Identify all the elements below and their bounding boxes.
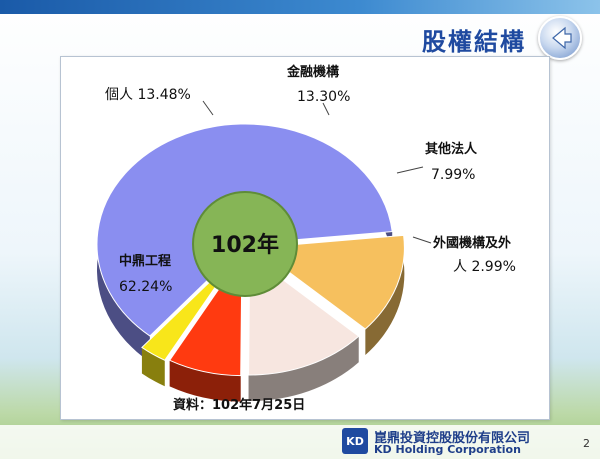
pie-slice-depth-0 — [96, 123, 393, 362]
leader-foreign — [412, 236, 432, 244]
footer: KD 崑鼎投資控股股份有限公司 KD Holding Corporation 2 — [0, 425, 600, 459]
leader-individual — [202, 100, 214, 116]
center-disc — [192, 191, 298, 297]
label-financial-name: 金融機構 — [286, 64, 339, 80]
label-individual: 個人 13.48% — [105, 87, 191, 103]
page-title: 股權結構 — [422, 28, 526, 56]
leader-financial — [322, 102, 330, 116]
label-foreign-line1: 外國機構及外 — [432, 235, 511, 251]
label-zhongding-pct: 62.24% — [119, 279, 172, 295]
top-band — [0, 0, 600, 14]
center-label: 102年 — [211, 232, 279, 258]
company-name-zh: 崑鼎投資控股股份有限公司 — [374, 431, 531, 446]
label-zhongding-name: 中鼎工程 — [119, 253, 171, 269]
arrow-left-icon — [552, 26, 572, 50]
label-foreign-line2: 人 2.99% — [453, 259, 516, 275]
page-number: 2 — [583, 437, 590, 450]
label-financial-pct: 13.30% — [297, 89, 350, 105]
pie-slice-depth-1 — [365, 235, 405, 355]
back-button[interactable] — [538, 16, 582, 60]
company-name-en: KD Holding Corporation — [374, 443, 521, 456]
company-logo: KD — [342, 428, 368, 454]
leader-other — [396, 166, 424, 174]
pie-slice-depth-4 — [141, 347, 165, 387]
label-other-name: 其他法人 — [425, 141, 478, 157]
label-other-pct: 7.99% — [431, 167, 475, 183]
source-note: 資料：102年7月25日 — [173, 397, 305, 413]
chart-panel: 102年 中鼎工程 62.24% 個人 13.48% 金融機構 13.30% 其… — [60, 56, 550, 420]
pie-slice-depth-2 — [248, 336, 359, 402]
pie-chart: 102年 中鼎工程 62.24% 個人 13.48% 金融機構 13.30% 其… — [96, 64, 516, 413]
pie-slice-depth-3 — [169, 360, 241, 402]
